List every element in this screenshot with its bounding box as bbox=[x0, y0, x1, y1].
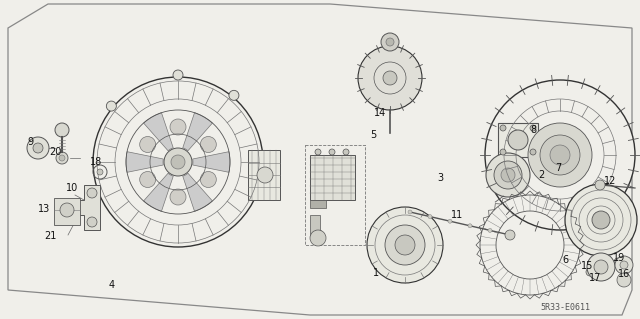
Text: 14: 14 bbox=[374, 108, 386, 118]
Circle shape bbox=[530, 125, 536, 131]
Circle shape bbox=[505, 230, 515, 240]
Circle shape bbox=[140, 137, 156, 152]
Circle shape bbox=[358, 46, 422, 110]
Circle shape bbox=[385, 225, 425, 265]
Circle shape bbox=[170, 189, 186, 205]
Circle shape bbox=[140, 172, 156, 188]
Circle shape bbox=[56, 152, 68, 164]
Circle shape bbox=[614, 258, 622, 266]
Polygon shape bbox=[183, 113, 212, 151]
Text: 9: 9 bbox=[27, 137, 33, 147]
Polygon shape bbox=[76, 185, 100, 230]
Text: 4: 4 bbox=[109, 280, 115, 290]
Circle shape bbox=[428, 215, 432, 219]
Text: 13: 13 bbox=[38, 204, 50, 214]
Circle shape bbox=[592, 211, 610, 229]
Circle shape bbox=[329, 149, 335, 155]
Circle shape bbox=[97, 169, 103, 175]
Bar bbox=[310, 200, 326, 208]
Text: 2: 2 bbox=[538, 170, 544, 180]
Circle shape bbox=[530, 149, 536, 155]
Circle shape bbox=[586, 268, 594, 276]
Circle shape bbox=[164, 148, 192, 176]
Circle shape bbox=[488, 228, 492, 233]
Circle shape bbox=[59, 155, 65, 161]
Circle shape bbox=[565, 184, 637, 256]
Circle shape bbox=[200, 137, 216, 152]
Circle shape bbox=[500, 125, 506, 131]
Text: 5: 5 bbox=[370, 130, 376, 140]
Text: 12: 12 bbox=[604, 176, 616, 186]
Circle shape bbox=[540, 135, 580, 175]
Circle shape bbox=[87, 188, 97, 198]
Circle shape bbox=[383, 71, 397, 85]
Text: 11: 11 bbox=[451, 210, 463, 220]
Circle shape bbox=[171, 155, 185, 169]
Polygon shape bbox=[248, 150, 280, 200]
Circle shape bbox=[501, 168, 515, 182]
Text: 7: 7 bbox=[555, 163, 561, 173]
Circle shape bbox=[33, 143, 43, 153]
Text: 8: 8 bbox=[530, 125, 536, 135]
Text: 20: 20 bbox=[49, 147, 61, 157]
Polygon shape bbox=[310, 155, 355, 200]
Text: 3: 3 bbox=[437, 173, 443, 183]
Circle shape bbox=[485, 80, 635, 230]
Circle shape bbox=[468, 224, 472, 228]
Circle shape bbox=[386, 38, 394, 46]
Circle shape bbox=[310, 230, 326, 246]
Text: 18: 18 bbox=[90, 157, 102, 167]
Text: 10: 10 bbox=[66, 183, 78, 193]
Circle shape bbox=[448, 219, 452, 223]
Circle shape bbox=[170, 119, 186, 135]
Text: 1: 1 bbox=[373, 268, 379, 278]
Circle shape bbox=[500, 149, 506, 155]
Text: 17: 17 bbox=[589, 273, 601, 283]
Text: 15: 15 bbox=[581, 261, 593, 271]
Circle shape bbox=[27, 137, 49, 159]
Circle shape bbox=[315, 149, 321, 155]
Circle shape bbox=[594, 260, 608, 274]
Circle shape bbox=[508, 130, 528, 150]
Polygon shape bbox=[143, 113, 173, 151]
Text: 19: 19 bbox=[613, 253, 625, 263]
Bar bbox=[315, 230, 321, 242]
Text: 6: 6 bbox=[562, 255, 568, 265]
Circle shape bbox=[381, 33, 399, 51]
Polygon shape bbox=[193, 152, 230, 172]
Circle shape bbox=[615, 256, 633, 274]
Circle shape bbox=[55, 123, 69, 137]
Circle shape bbox=[173, 70, 183, 80]
Circle shape bbox=[617, 273, 631, 287]
Circle shape bbox=[486, 153, 530, 197]
Circle shape bbox=[494, 161, 522, 189]
Polygon shape bbox=[498, 123, 538, 157]
Circle shape bbox=[257, 167, 273, 183]
Text: 5R33-E0611: 5R33-E0611 bbox=[540, 303, 590, 313]
Circle shape bbox=[595, 180, 605, 190]
Circle shape bbox=[550, 145, 570, 165]
Circle shape bbox=[60, 203, 74, 217]
Circle shape bbox=[620, 261, 628, 269]
Circle shape bbox=[587, 253, 615, 281]
Circle shape bbox=[528, 123, 592, 187]
Text: 21: 21 bbox=[44, 231, 56, 241]
Circle shape bbox=[395, 235, 415, 255]
Circle shape bbox=[229, 90, 239, 100]
Polygon shape bbox=[54, 198, 80, 225]
Circle shape bbox=[367, 207, 443, 283]
Circle shape bbox=[200, 172, 216, 188]
Bar bbox=[310, 215, 320, 237]
Circle shape bbox=[106, 101, 116, 111]
Polygon shape bbox=[126, 152, 163, 172]
Circle shape bbox=[408, 210, 412, 214]
Text: 16: 16 bbox=[618, 269, 630, 279]
Circle shape bbox=[87, 217, 97, 227]
Circle shape bbox=[93, 77, 263, 247]
Polygon shape bbox=[183, 173, 212, 211]
Polygon shape bbox=[143, 173, 173, 211]
Circle shape bbox=[343, 149, 349, 155]
